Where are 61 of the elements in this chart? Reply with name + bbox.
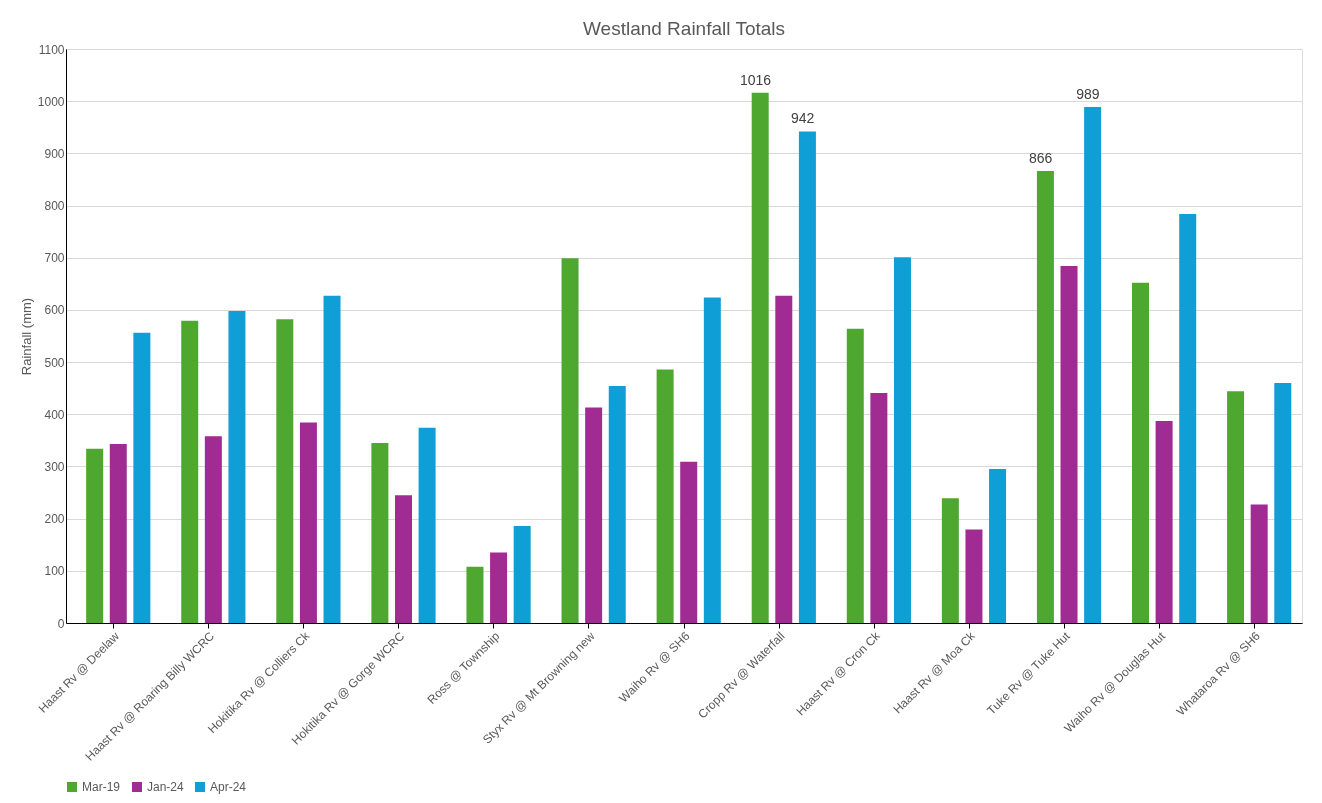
bar (109, 444, 127, 623)
bar (751, 92, 769, 623)
bar (1155, 421, 1173, 623)
y-tick-label: 500 (44, 355, 65, 370)
data-label: 942 (791, 110, 815, 127)
bar (608, 386, 626, 623)
data-label: 989 (1076, 85, 1100, 102)
bar (1250, 504, 1268, 623)
bar (394, 495, 412, 623)
bar (276, 319, 294, 623)
bar (181, 320, 199, 623)
bar (703, 297, 721, 623)
bar (561, 258, 579, 623)
bar (204, 436, 222, 623)
bar (1084, 106, 1102, 623)
bar (846, 328, 864, 623)
bar (798, 131, 816, 623)
data-label: 866 (1029, 150, 1053, 167)
y-tick-label: 200 (44, 512, 65, 527)
bar (1132, 282, 1149, 623)
bar (1060, 266, 1078, 623)
bar (371, 442, 389, 623)
chart-title: Westland Rainfall Totals (582, 18, 786, 39)
y-tick-label: 400 (44, 407, 65, 422)
bar (1179, 213, 1197, 623)
data-label: 1016 (739, 71, 772, 88)
x-tick-label: Tuke Rv @ Tuke Hut (984, 628, 1074, 718)
y-tick-label: 800 (44, 199, 65, 214)
bar (228, 310, 246, 623)
bar (490, 552, 508, 623)
bar (870, 392, 888, 623)
y-tick-label: 600 (44, 303, 65, 318)
bar (1227, 391, 1245, 623)
y-axis-title: Rainfall (mm) (18, 297, 34, 376)
bar (1274, 382, 1292, 623)
y-tick-label: 900 (44, 146, 65, 161)
bar (86, 448, 104, 623)
bar (585, 407, 603, 623)
bar (466, 566, 484, 623)
bar (1036, 171, 1054, 623)
bar (680, 461, 698, 623)
bar (133, 332, 151, 623)
bar (965, 529, 983, 623)
bar (299, 422, 317, 623)
y-tick-label: 300 (44, 459, 65, 474)
bar (323, 295, 341, 623)
bar (418, 427, 436, 623)
y-tick-label: 0 (57, 616, 65, 631)
legend-label: Mar-19 (82, 780, 121, 794)
y-tick-label: 1000 (37, 94, 65, 109)
bar (513, 525, 531, 623)
legend-label: Jan-24 (147, 780, 185, 794)
y-tick-label: 700 (44, 251, 65, 266)
y-tick-label: 1100 (38, 42, 65, 57)
bar (775, 295, 793, 623)
bar (941, 498, 959, 623)
y-tick-label: 100 (44, 564, 65, 579)
legend-label: Apr-24 (210, 780, 247, 794)
bar (989, 469, 1007, 623)
bar (656, 369, 674, 623)
bar (893, 257, 911, 623)
